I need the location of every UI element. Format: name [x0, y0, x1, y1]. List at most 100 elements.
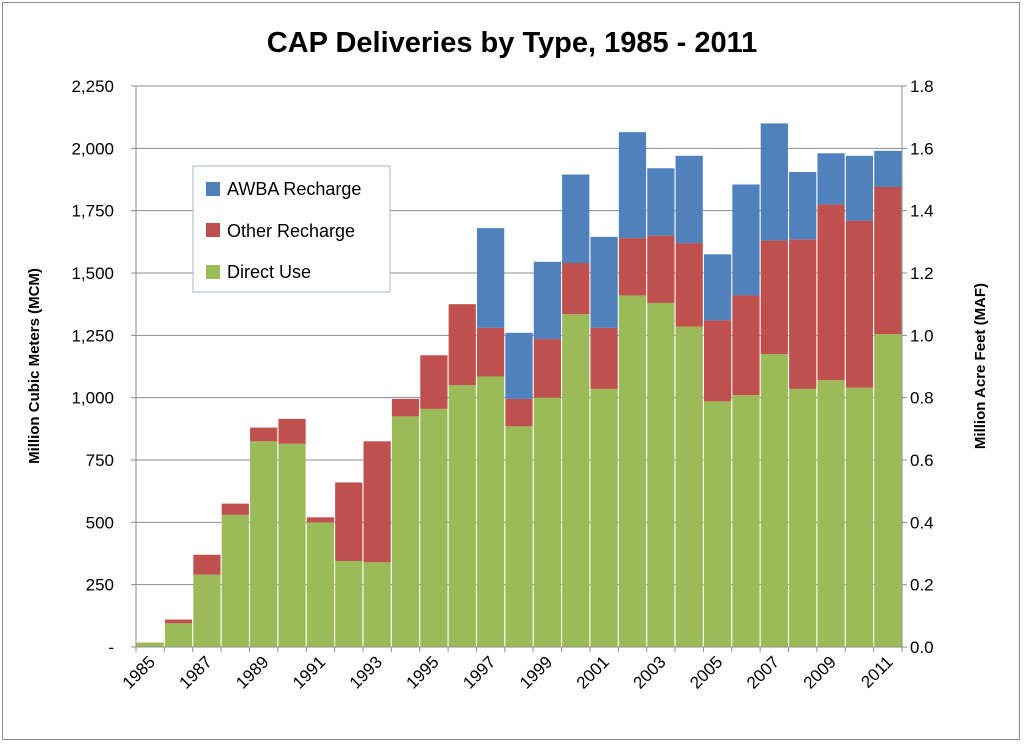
right-tick-label: 0.0 — [910, 638, 934, 657]
bar-direct-use-1988 — [221, 514, 249, 647]
right-tick-label: 1.0 — [910, 326, 934, 345]
bar-direct-use-1985 — [136, 642, 164, 647]
right-tick-label: 1.6 — [910, 139, 934, 158]
bar-other-recharge-1991 — [306, 517, 335, 523]
bar-other-recharge-2010 — [845, 220, 874, 388]
x-tick-label: 2003 — [629, 652, 669, 692]
bar-direct-use-2011 — [874, 334, 902, 647]
legend-label-awba-recharge: AWBA Recharge — [227, 179, 361, 199]
right-axis-label: Million Acre Feet (MAF) — [972, 283, 989, 449]
bar-direct-use-2007 — [760, 354, 788, 647]
right-tick-label: 1.8 — [910, 77, 934, 96]
left-tick-label: 1,250 — [71, 326, 114, 345]
x-tick-label: 2007 — [743, 652, 783, 692]
bar-direct-use-2003 — [647, 302, 675, 647]
bar-direct-use-2008 — [789, 388, 817, 647]
x-tick-label: 1985 — [119, 652, 159, 692]
right-tick-label: 1.4 — [910, 202, 934, 221]
left-axis-label: Million Cubic Meters (MCM) — [26, 268, 43, 464]
bar-other-recharge-1993 — [363, 441, 391, 563]
legend-swatch-direct-use — [206, 265, 220, 279]
bar-other-recharge-1992 — [335, 482, 363, 561]
bar-other-recharge-2007 — [760, 240, 788, 355]
bar-other-recharge-1989 — [250, 427, 278, 442]
bar-other-recharge-2009 — [817, 204, 845, 381]
bar-direct-use-1993 — [363, 562, 391, 647]
bar-awba-recharge-2011 — [874, 150, 902, 187]
legend-label-direct-use: Direct Use — [227, 262, 311, 282]
bar-other-recharge-1994 — [391, 398, 420, 417]
right-tick-label: 0.6 — [910, 451, 934, 470]
bar-direct-use-2001 — [590, 388, 618, 647]
bar-other-recharge-2006 — [732, 295, 760, 396]
bar-direct-use-1998 — [505, 426, 533, 647]
bar-awba-recharge-2005 — [703, 254, 732, 321]
legend-swatch-awba-recharge — [206, 182, 220, 196]
bar-awba-recharge-2001 — [590, 236, 618, 328]
bar-awba-recharge-2008 — [789, 172, 817, 240]
bar-direct-use-1987 — [193, 574, 221, 647]
bar-direct-use-2000 — [562, 314, 590, 647]
bar-awba-recharge-1999 — [533, 261, 561, 340]
left-tick-label: 1,500 — [71, 264, 114, 283]
bar-awba-recharge-2009 — [817, 153, 845, 205]
x-tick-label: 2009 — [800, 652, 840, 692]
x-tick-label: 1995 — [403, 652, 443, 692]
bar-other-recharge-2008 — [789, 239, 817, 389]
bar-other-recharge-1988 — [221, 503, 249, 515]
bar-direct-use-1994 — [391, 416, 420, 647]
bar-direct-use-1999 — [533, 397, 561, 647]
x-tick-label: 2005 — [686, 652, 726, 692]
right-axis-ticks: 0.0 0.2 0.4 0.6 0.8 1.0 1.2 1.4 1.6 1.8 — [902, 77, 934, 657]
bar-direct-use-1997 — [477, 376, 505, 647]
x-tick-label: 1999 — [516, 652, 556, 692]
left-tick-label: 2,000 — [71, 139, 114, 158]
bar-direct-use-2005 — [703, 401, 732, 647]
bar-awba-recharge-2002 — [618, 132, 647, 239]
bar-awba-recharge-2010 — [845, 155, 874, 221]
bar-direct-use-1992 — [335, 560, 363, 647]
bar-direct-use-2004 — [675, 326, 703, 647]
bar-awba-recharge-2003 — [647, 168, 675, 236]
bar-other-recharge-2000 — [562, 263, 590, 315]
plot-area-border — [135, 85, 903, 648]
bar-awba-recharge-2007 — [760, 123, 788, 241]
left-tick-label: 1,750 — [71, 202, 114, 221]
bar-other-recharge-1999 — [533, 339, 561, 398]
chart-title: CAP Deliveries by Type, 1985 - 2011 — [267, 27, 758, 59]
bar-direct-use-1990 — [278, 443, 306, 647]
bar-other-recharge-2003 — [647, 235, 675, 303]
bar-other-recharge-1996 — [448, 304, 476, 386]
bar-awba-recharge-1997 — [477, 228, 505, 328]
bar-direct-use-1995 — [420, 408, 448, 647]
right-tick-label: 0.4 — [910, 513, 934, 532]
left-tick-label: 750 — [86, 451, 114, 470]
x-tick-label: 2011 — [857, 652, 896, 691]
bar-direct-use-1991 — [306, 522, 335, 647]
bar-direct-use-2010 — [845, 387, 874, 647]
x-tick-label: 1997 — [459, 652, 499, 692]
right-tick-label: 0.2 — [910, 576, 934, 595]
x-tick-label: 1987 — [176, 652, 216, 692]
bars — [136, 123, 902, 647]
bar-awba-recharge-2004 — [675, 155, 703, 244]
legend-swatch-other-recharge — [206, 223, 220, 237]
left-tick-label: 250 — [86, 576, 114, 595]
bar-direct-use-2002 — [618, 295, 647, 647]
right-tick-label: 1.2 — [910, 264, 934, 283]
bar-other-recharge-1986 — [164, 619, 193, 624]
x-tick-label: 1993 — [346, 652, 386, 692]
left-tick-label: 1,000 — [71, 389, 114, 408]
bar-awba-recharge-1998 — [505, 332, 533, 399]
bar-other-recharge-1998 — [505, 398, 533, 427]
bar-awba-recharge-2006 — [732, 184, 760, 296]
x-tick-label: 2001 — [573, 652, 613, 692]
left-tick-label: 500 — [86, 513, 114, 532]
bar-awba-recharge-2000 — [562, 174, 590, 264]
left-tick-label: - — [108, 638, 114, 657]
bar-direct-use-1989 — [250, 441, 278, 647]
bar-direct-use-1986 — [164, 623, 193, 647]
bar-other-recharge-2004 — [675, 243, 703, 327]
bar-other-recharge-2011 — [874, 186, 902, 335]
